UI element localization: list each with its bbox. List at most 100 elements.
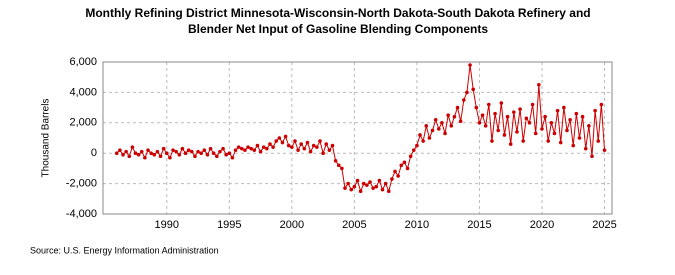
- data-point: [421, 139, 425, 143]
- data-point: [349, 187, 354, 192]
- data-point: [430, 128, 435, 133]
- data-point: [402, 160, 407, 165]
- data-point: [552, 131, 557, 136]
- data-point: [199, 151, 203, 155]
- data-point: [558, 140, 563, 145]
- data-point: [177, 152, 182, 157]
- data-point: [365, 183, 369, 187]
- data-point: [399, 163, 404, 168]
- data-point: [571, 143, 576, 148]
- data-point: [583, 146, 588, 151]
- data-point: [124, 149, 128, 154]
- y-axis-label: Thousand Barrels: [41, 99, 52, 178]
- data-point: [136, 152, 141, 157]
- data-point: [146, 148, 150, 152]
- data-point: [462, 98, 466, 102]
- data-point: [471, 87, 475, 92]
- data-point: [580, 114, 585, 119]
- y-tick-label: 2,000: [69, 117, 97, 129]
- data-point: [227, 151, 232, 155]
- data-point: [396, 174, 400, 178]
- data-point: [440, 121, 444, 125]
- data-point: [386, 189, 391, 193]
- data-point: [218, 149, 222, 154]
- data-point: [599, 102, 604, 107]
- data-point: [221, 146, 225, 151]
- x-tick-label: 2015: [467, 219, 491, 231]
- y-tick-label: 0: [91, 147, 97, 159]
- data-point: [121, 152, 125, 157]
- data-point: [333, 159, 338, 163]
- data-point: [602, 148, 607, 152]
- x-tick-label: 1995: [217, 219, 241, 231]
- data-point: [290, 145, 294, 149]
- data-point: [233, 148, 238, 152]
- data-point: [230, 155, 235, 160]
- data-point: [549, 121, 554, 125]
- data-point: [505, 114, 510, 119]
- data-point: [265, 146, 269, 151]
- data-point: [443, 131, 447, 136]
- data-point: [537, 83, 541, 87]
- data-point: [433, 117, 438, 122]
- data-point: [311, 143, 316, 148]
- data-point: [224, 152, 228, 157]
- data-point: [149, 151, 153, 155]
- data-point: [174, 149, 178, 154]
- data-point: [330, 143, 335, 148]
- data-point: [271, 145, 275, 149]
- data-point: [565, 128, 569, 133]
- data-point: [574, 111, 579, 116]
- data-point: [590, 154, 594, 159]
- data-point: [393, 169, 397, 174]
- data-point: [246, 145, 250, 149]
- data-point: [555, 108, 560, 113]
- data-point: [577, 136, 582, 140]
- data-point: [358, 189, 363, 193]
- data-point: [355, 178, 360, 183]
- data-point: [418, 133, 422, 137]
- data-point: [390, 177, 394, 181]
- data-point: [411, 148, 416, 152]
- data-point: [340, 166, 344, 171]
- data-point: [318, 139, 322, 143]
- data-point: [261, 145, 266, 149]
- data-point: [343, 186, 347, 190]
- data-point: [415, 143, 419, 148]
- y-tick-label: 4,000: [69, 86, 97, 98]
- data-point: [408, 154, 413, 159]
- data-point: [562, 105, 566, 110]
- data-point: [483, 124, 488, 128]
- data-point: [527, 121, 532, 125]
- data-point: [211, 151, 216, 155]
- data-point: [236, 145, 241, 149]
- data-point: [446, 113, 450, 117]
- data-point: [371, 186, 375, 190]
- data-point: [180, 146, 185, 151]
- plot-frame: [102, 61, 613, 215]
- data-point: [208, 146, 213, 151]
- data-point: [493, 111, 497, 116]
- data-point: [164, 151, 169, 155]
- data-point: [205, 152, 210, 157]
- data-point: [336, 163, 341, 168]
- data-point: [258, 149, 263, 154]
- data-point: [452, 114, 457, 119]
- data-line: [116, 64, 605, 193]
- data-point: [455, 105, 460, 110]
- data-point: [277, 136, 282, 140]
- data-point: [308, 149, 313, 154]
- data-point: [302, 146, 307, 151]
- data-point: [158, 154, 163, 159]
- data-point: [458, 119, 463, 124]
- data-point: [155, 149, 160, 154]
- data-point: [530, 102, 535, 107]
- data-point: [252, 148, 257, 152]
- data-point: [524, 116, 529, 121]
- data-point: [424, 124, 429, 128]
- data-point: [324, 142, 329, 146]
- data-point: [352, 184, 357, 189]
- data-point: [346, 181, 350, 186]
- data-point: [383, 181, 388, 186]
